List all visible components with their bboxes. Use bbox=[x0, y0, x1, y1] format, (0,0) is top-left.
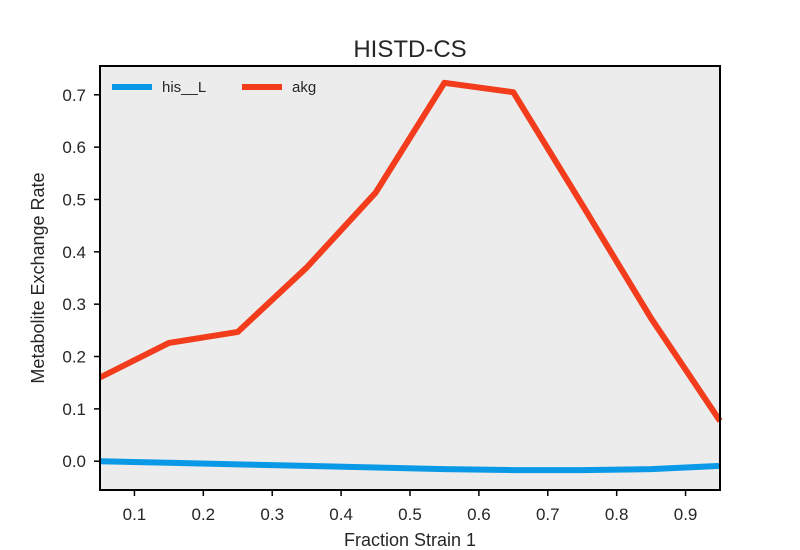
y-tick-label: 0.2 bbox=[62, 348, 86, 367]
y-tick-label: 0.1 bbox=[62, 400, 86, 419]
x-tick-label: 0.3 bbox=[260, 505, 284, 524]
chart-title: HISTD-CS bbox=[353, 36, 466, 63]
y-axis: 0.0 0.1 0.2 0.3 0.4 0.5 0.6 0.7 bbox=[62, 86, 100, 471]
x-tick-label: 0.8 bbox=[605, 505, 629, 524]
y-tick-label: 0.4 bbox=[62, 243, 86, 262]
y-tick-label: 0.3 bbox=[62, 295, 86, 314]
x-tick-label: 0.2 bbox=[192, 505, 216, 524]
y-tick-label: 0.0 bbox=[62, 452, 86, 471]
y-tick-label: 0.7 bbox=[62, 86, 86, 105]
x-tick-label: 0.1 bbox=[123, 505, 147, 524]
legend-label: his__L bbox=[162, 79, 206, 96]
legend-label: akg bbox=[292, 79, 316, 96]
y-axis-label: Metabolite Exchange Rate bbox=[28, 172, 48, 383]
series-line-akg bbox=[98, 79, 723, 423]
x-axis-label: Fraction Strain 1 bbox=[344, 530, 476, 550]
y-tick-label: 0.6 bbox=[62, 138, 86, 157]
x-tick-label: 0.5 bbox=[398, 505, 422, 524]
x-tick-label: 0.4 bbox=[329, 505, 353, 524]
x-tick-label: 0.6 bbox=[467, 505, 491, 524]
legend: his__L akg bbox=[112, 79, 316, 96]
x-tick-label: 0.7 bbox=[536, 505, 560, 524]
y-tick-label: 0.5 bbox=[62, 190, 86, 209]
x-axis: 0.1 0.2 0.3 0.4 0.5 0.6 0.7 0.8 0.9 bbox=[123, 490, 698, 524]
x-tick-label: 0.9 bbox=[674, 505, 698, 524]
series-line-his-l bbox=[99, 458, 721, 474]
series-layer bbox=[98, 79, 723, 474]
